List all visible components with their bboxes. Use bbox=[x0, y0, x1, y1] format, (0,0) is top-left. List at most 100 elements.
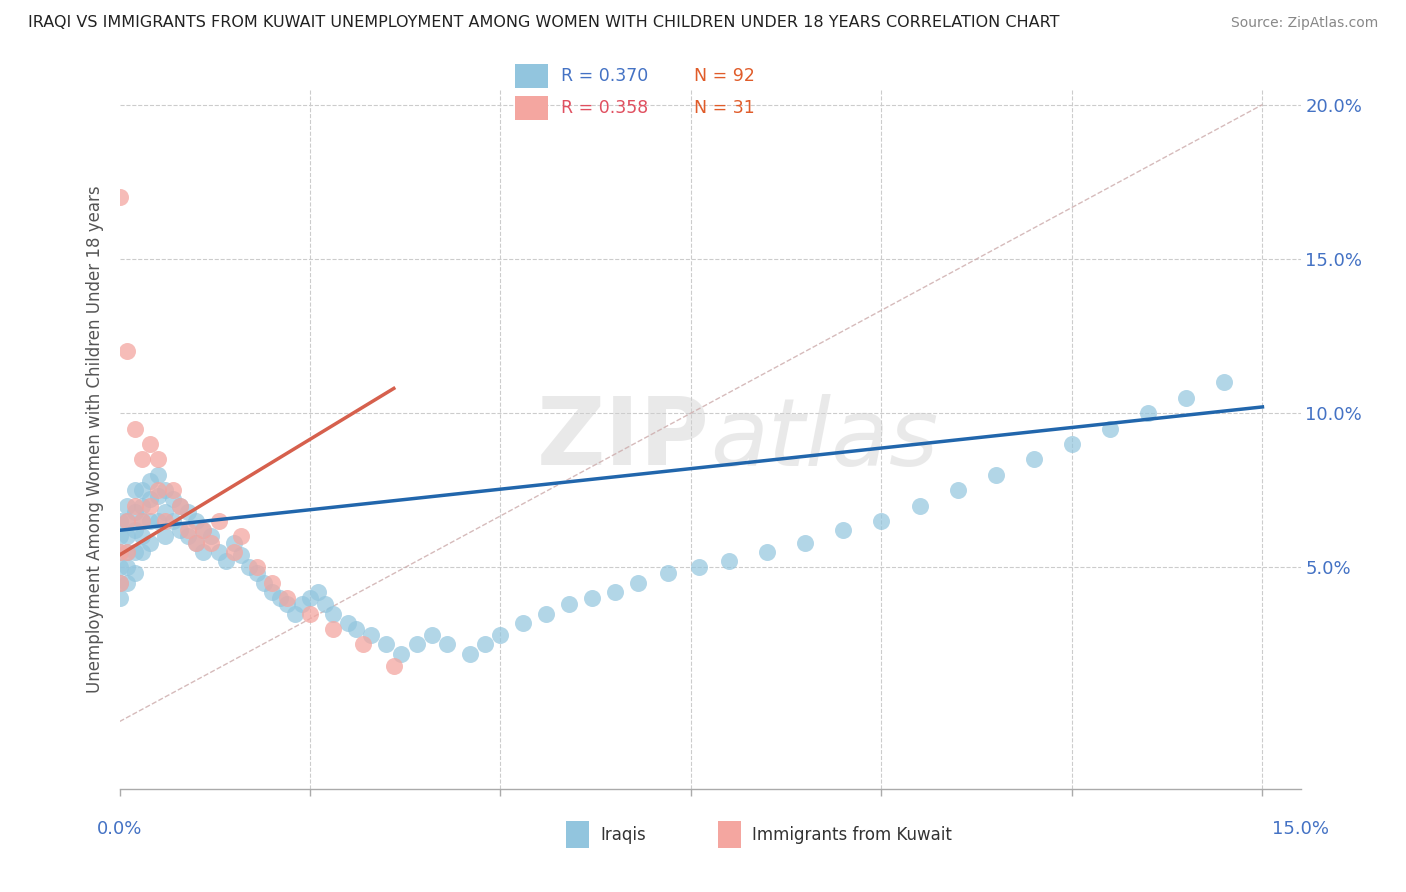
Point bbox=[352, 637, 374, 651]
Point bbox=[200, 529, 222, 543]
Point bbox=[115, 499, 138, 513]
Point bbox=[276, 591, 298, 606]
Point bbox=[131, 483, 153, 498]
Point bbox=[832, 524, 855, 538]
Point bbox=[284, 607, 307, 621]
Point bbox=[246, 566, 269, 581]
Text: atlas: atlas bbox=[710, 393, 938, 485]
Point bbox=[337, 615, 360, 630]
Point bbox=[162, 514, 184, 528]
Bar bbox=[515, 96, 548, 120]
Point bbox=[177, 529, 200, 543]
Text: Source: ZipAtlas.com: Source: ZipAtlas.com bbox=[1230, 16, 1378, 29]
Point bbox=[162, 483, 184, 498]
Point bbox=[115, 545, 138, 559]
Text: Iraqis: Iraqis bbox=[600, 826, 647, 844]
Point bbox=[269, 591, 291, 606]
Point bbox=[184, 535, 207, 549]
Point bbox=[155, 514, 177, 528]
Point bbox=[474, 637, 496, 651]
Point bbox=[124, 505, 146, 519]
Point bbox=[405, 637, 427, 651]
Point bbox=[193, 545, 215, 559]
Point bbox=[139, 514, 162, 528]
Point bbox=[322, 622, 344, 636]
Point bbox=[1213, 376, 1236, 390]
Bar bbox=[567, 822, 589, 848]
Point bbox=[124, 524, 146, 538]
Point bbox=[131, 529, 153, 543]
Point bbox=[794, 535, 817, 549]
Point bbox=[124, 545, 146, 559]
Text: R = 0.358: R = 0.358 bbox=[561, 99, 648, 117]
Point bbox=[200, 535, 222, 549]
Point bbox=[688, 560, 710, 574]
Point bbox=[627, 575, 650, 590]
Point bbox=[436, 637, 458, 651]
Point bbox=[108, 560, 131, 574]
Point bbox=[657, 566, 679, 581]
Point bbox=[108, 575, 131, 590]
Point bbox=[420, 628, 443, 642]
Point bbox=[155, 483, 177, 498]
Point bbox=[253, 575, 276, 590]
Point bbox=[108, 575, 131, 590]
Point bbox=[108, 591, 131, 606]
Point bbox=[391, 647, 413, 661]
Point bbox=[131, 514, 153, 528]
Point bbox=[322, 607, 344, 621]
Point bbox=[260, 575, 283, 590]
Point bbox=[291, 598, 314, 612]
Point bbox=[115, 514, 138, 528]
Point bbox=[124, 566, 146, 581]
Point bbox=[458, 647, 481, 661]
Point bbox=[162, 492, 184, 507]
Point bbox=[108, 545, 131, 559]
Point bbox=[375, 637, 398, 651]
Point bbox=[115, 545, 138, 559]
Point bbox=[139, 499, 162, 513]
Point bbox=[131, 545, 153, 559]
Point bbox=[155, 529, 177, 543]
Point bbox=[298, 607, 321, 621]
Point bbox=[169, 524, 191, 538]
Point bbox=[1175, 391, 1198, 405]
Point bbox=[108, 190, 131, 204]
Point bbox=[124, 499, 146, 513]
Point bbox=[946, 483, 969, 498]
Point bbox=[756, 545, 779, 559]
Point bbox=[177, 505, 200, 519]
Point bbox=[169, 499, 191, 513]
Text: 0.0%: 0.0% bbox=[97, 820, 142, 838]
Text: R = 0.370: R = 0.370 bbox=[561, 67, 648, 85]
Point bbox=[603, 585, 626, 599]
Point bbox=[231, 529, 253, 543]
Point bbox=[222, 535, 245, 549]
Point bbox=[222, 545, 245, 559]
Point bbox=[131, 514, 153, 528]
Point bbox=[344, 622, 367, 636]
Point bbox=[115, 514, 138, 528]
Point bbox=[155, 505, 177, 519]
Point bbox=[581, 591, 603, 606]
Point bbox=[139, 535, 162, 549]
Point bbox=[124, 483, 146, 498]
Text: N = 31: N = 31 bbox=[693, 99, 755, 117]
Point bbox=[984, 467, 1007, 482]
Point bbox=[382, 659, 405, 673]
Point bbox=[207, 514, 229, 528]
Point bbox=[558, 598, 581, 612]
Point bbox=[184, 535, 207, 549]
Point bbox=[718, 554, 741, 568]
Point bbox=[298, 591, 321, 606]
Point bbox=[360, 628, 382, 642]
Point bbox=[207, 545, 229, 559]
Point bbox=[146, 452, 169, 467]
Point bbox=[246, 560, 269, 574]
Point bbox=[139, 492, 162, 507]
Point bbox=[314, 598, 336, 612]
Bar bbox=[515, 64, 548, 87]
Point bbox=[139, 437, 162, 451]
Point bbox=[115, 344, 138, 359]
Point bbox=[870, 514, 893, 528]
